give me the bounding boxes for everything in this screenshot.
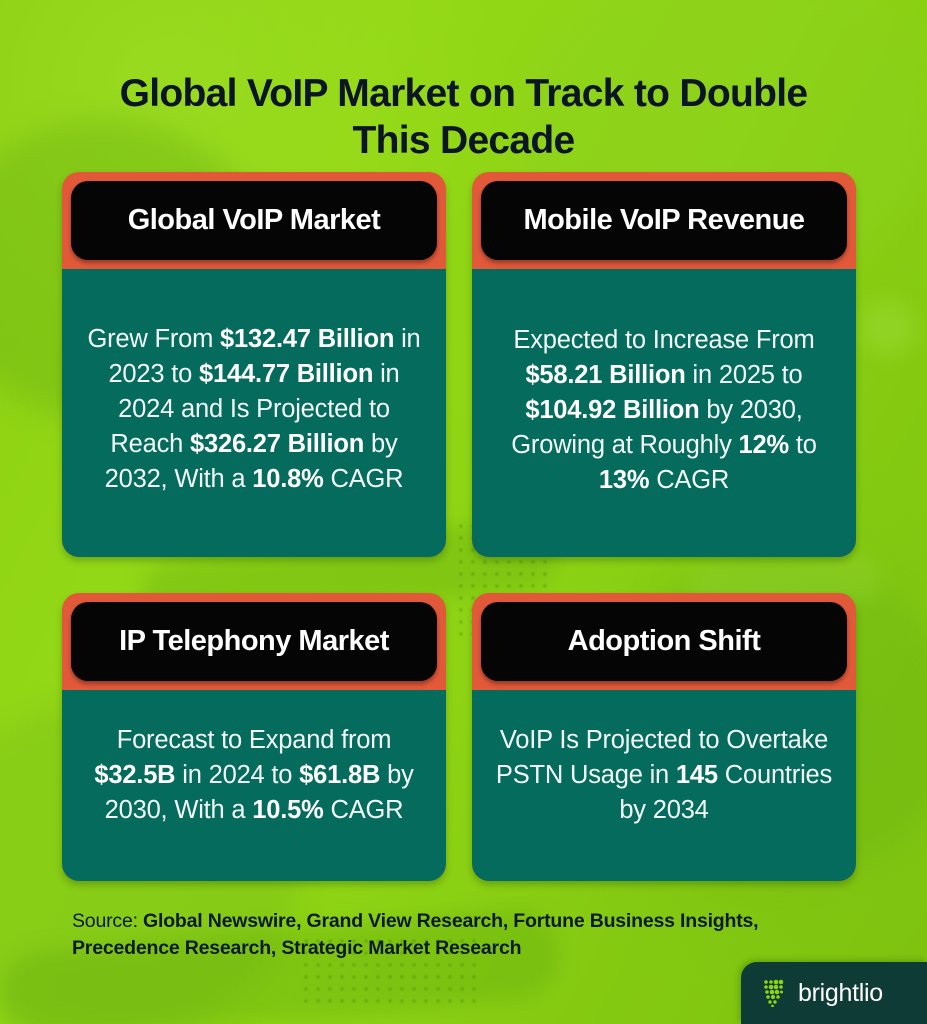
stat-card-text: Expected to Increase From $58.21 Billion… xyxy=(511,325,817,494)
source-label: Source: xyxy=(72,910,138,932)
stat-card-text: VoIP Is Projected to Overtake PSTN Usage… xyxy=(495,726,833,824)
stat-card-text: Grew From $132.47 Billion in 2023 to $14… xyxy=(87,324,421,493)
stat-card-text: Forecast to Expand from $32.5B in 2024 t… xyxy=(94,726,414,824)
stat-card-header: Global VoIP Market xyxy=(71,181,437,260)
stat-card-title: IP Telephony Market xyxy=(119,624,389,657)
stat-card-header: Adoption Shift xyxy=(481,602,847,681)
stat-card-body: Expected to Increase From $58.21 Billion… xyxy=(472,269,856,557)
stat-card-mobile-voip-revenue: Mobile VoIP Revenue Expected to Increase… xyxy=(472,172,856,557)
stat-card-ip-telephony-market: IP Telephony Market Forecast to Expand f… xyxy=(62,593,446,881)
stat-card-title: Mobile VoIP Revenue xyxy=(523,203,805,236)
brightlio-dot-shield-icon xyxy=(764,979,784,1007)
stat-card-header: Mobile VoIP Revenue xyxy=(481,181,847,260)
stat-card-global-voip-market: Global VoIP Market Grew From $132.47 Bil… xyxy=(62,172,446,557)
stat-card-title: Global VoIP Market xyxy=(127,203,381,236)
stat-card-title: Adoption Shift xyxy=(567,624,761,657)
stat-card-body: Grew From $132.47 Billion in 2023 to $14… xyxy=(62,269,446,557)
brand-wordmark: brightlio xyxy=(798,978,883,1007)
stat-card-header: IP Telephony Market xyxy=(71,602,437,681)
brand-logo-panel[interactable]: brightlio xyxy=(741,962,927,1024)
page-title: Global VoIP Market on Track to Double Th… xyxy=(119,72,808,163)
stat-card-adoption-shift: Adoption Shift VoIP Is Projected to Over… xyxy=(472,593,856,881)
source-line: Source: Global Newswire, Grand View Rese… xyxy=(72,908,862,962)
source-names: Global Newswire, Grand View Research, Fo… xyxy=(72,910,759,959)
stat-card-body: VoIP Is Projected to Overtake PSTN Usage… xyxy=(472,690,856,881)
stat-card-body: Forecast to Expand from $32.5B in 2024 t… xyxy=(62,690,446,881)
